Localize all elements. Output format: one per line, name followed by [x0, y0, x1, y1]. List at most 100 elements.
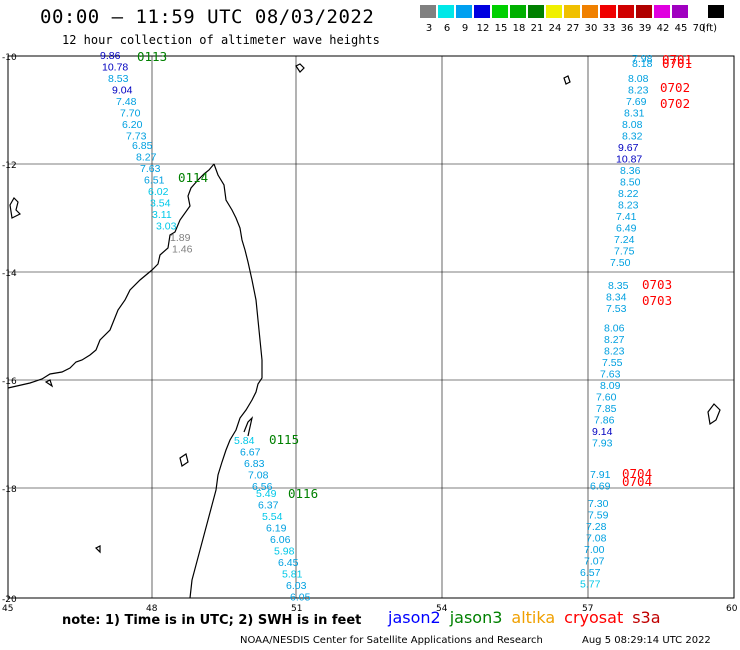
wave-height-value: 8.09 [600, 380, 621, 392]
legend-swatch [618, 5, 634, 18]
wave-height-value: 5.84 [234, 435, 255, 447]
legend-swatch [474, 5, 490, 18]
lon-tick-label: 45 [2, 604, 13, 614]
wave-height-value: 8.32 [622, 131, 643, 143]
lat-tick-label: -20 [2, 595, 17, 605]
legend-label: 45 [674, 23, 688, 34]
wave-height-value: 8.34 [606, 292, 627, 304]
wave-height-value: 6.20 [122, 119, 143, 131]
wave-height-value: 6.83 [244, 458, 265, 470]
wave-height-value: 5.81 [282, 569, 303, 581]
wave-height-value: 8.27 [136, 152, 157, 164]
satellite-label: cryosat [564, 608, 624, 627]
wave-height-value: 9.86 [100, 50, 121, 62]
wave-height-value: 7.55 [602, 357, 623, 369]
islet-1 [44, 379, 54, 388]
legend-unit: (ft) [702, 23, 718, 34]
wave-height-value: 1.89 [170, 232, 191, 244]
legend-label: 3 [425, 23, 433, 34]
satellite-legend: jason2 jason3 altika cryosat s3a [388, 608, 670, 627]
wave-height-value: 8.31 [624, 108, 645, 120]
wave-height-value: 7.63 [600, 369, 621, 381]
wave-height-value: 8.36 [620, 165, 641, 177]
lat-tick-label: -10 [2, 53, 17, 63]
wave-height-value: 7.00 [584, 544, 605, 556]
wave-height-value: 8.23 [618, 200, 639, 212]
wave-height-value: 6.67 [240, 447, 261, 459]
wave-height-value: 7.73 [126, 131, 147, 143]
legend-label: 12 [476, 23, 490, 34]
wave-height-value: 5.98 [274, 546, 295, 558]
coastline [7, 63, 721, 599]
wave-height-value: 9.14 [592, 426, 613, 438]
wave-height-value: 6.05 [290, 592, 311, 604]
legend-label: 33 [602, 23, 616, 34]
wave-height-value: 7.69 [626, 96, 647, 108]
wave-height-value: 8.18 [632, 58, 653, 70]
wave-height-value: 8.27 [604, 334, 625, 346]
track-time-label: 0116 [288, 486, 318, 501]
legend-swatch [438, 5, 454, 18]
satellite-label: altika [511, 608, 556, 627]
legend-swatch [654, 5, 670, 18]
lat-tick-label: -18 [2, 485, 17, 495]
wave-height-value: 7.53 [606, 303, 627, 315]
wave-height-value: 7.63 [140, 163, 161, 175]
legend-swatch [582, 5, 598, 18]
wave-height-value: 7.24 [614, 234, 635, 246]
wave-height-value: 7.86 [594, 415, 615, 427]
legend-label: 24 [548, 23, 562, 34]
track-time-label: 0702 [660, 80, 690, 95]
islet-3 [179, 453, 189, 467]
track-time-label: 0702 [660, 96, 690, 111]
wave-height-value: 9.04 [112, 85, 133, 97]
coast-inlet [243, 416, 254, 437]
legend-label: 18 [512, 23, 526, 34]
track-time-label: 0701 [662, 52, 692, 67]
wave-height-value: 3.03 [156, 221, 177, 233]
track-time-label: 0704 [622, 474, 652, 489]
lon-tick-label: 48 [146, 604, 158, 614]
wave-height-value: 6.57 [580, 567, 601, 579]
wave-height-value: 7.28 [586, 521, 607, 533]
islet-2 [94, 545, 101, 554]
wave-height-value: 6.19 [266, 523, 287, 535]
wave-height-value: 8.50 [620, 177, 641, 189]
wave-height-value: 8.23 [628, 85, 649, 97]
wave-height-value: 7.41 [616, 211, 637, 223]
wave-height-value: 9.67 [618, 142, 639, 154]
generated-timestamp: Aug 5 08:29:14 UTC 2022 [582, 635, 711, 646]
legend-label: 36 [620, 23, 634, 34]
island-mayotte [295, 63, 305, 73]
wave-height-value: 7.93 [592, 438, 613, 450]
wave-height-value: 3.11 [152, 209, 172, 221]
wave-height-value: 8.22 [618, 188, 639, 200]
legend-swatch [672, 5, 688, 18]
track-time-label: 0703 [642, 277, 672, 292]
lon-tick-label: 57 [582, 604, 593, 614]
wave-height-value: 6.51 [144, 175, 165, 187]
map-frame [7, 55, 735, 599]
wave-height-value: 7.50 [610, 257, 631, 269]
track-time-label: 0113 [137, 49, 167, 64]
legend-swatch [420, 5, 436, 18]
legend-label: 42 [656, 23, 670, 34]
legend-swatch [456, 5, 472, 18]
legend-swatch [492, 5, 508, 18]
legend-swatch [690, 5, 706, 18]
track-time-label: 0701 [662, 56, 692, 71]
wave-height-value: 8.35 [608, 280, 629, 292]
wave-height-value: 7.60 [596, 392, 617, 404]
lon-tick-label: 51 [291, 604, 302, 614]
legend-swatch [546, 5, 562, 18]
wave-height-value: 8.08 [628, 73, 649, 85]
legend-label: 9 [461, 23, 469, 34]
wave-height-value: 3.54 [150, 198, 171, 210]
wave-height-value: 7.70 [120, 108, 141, 120]
satellite-label: jason3 [449, 608, 503, 627]
satellite-label: jason2 [388, 608, 441, 627]
wave-height-value: 6.56 [252, 481, 273, 493]
